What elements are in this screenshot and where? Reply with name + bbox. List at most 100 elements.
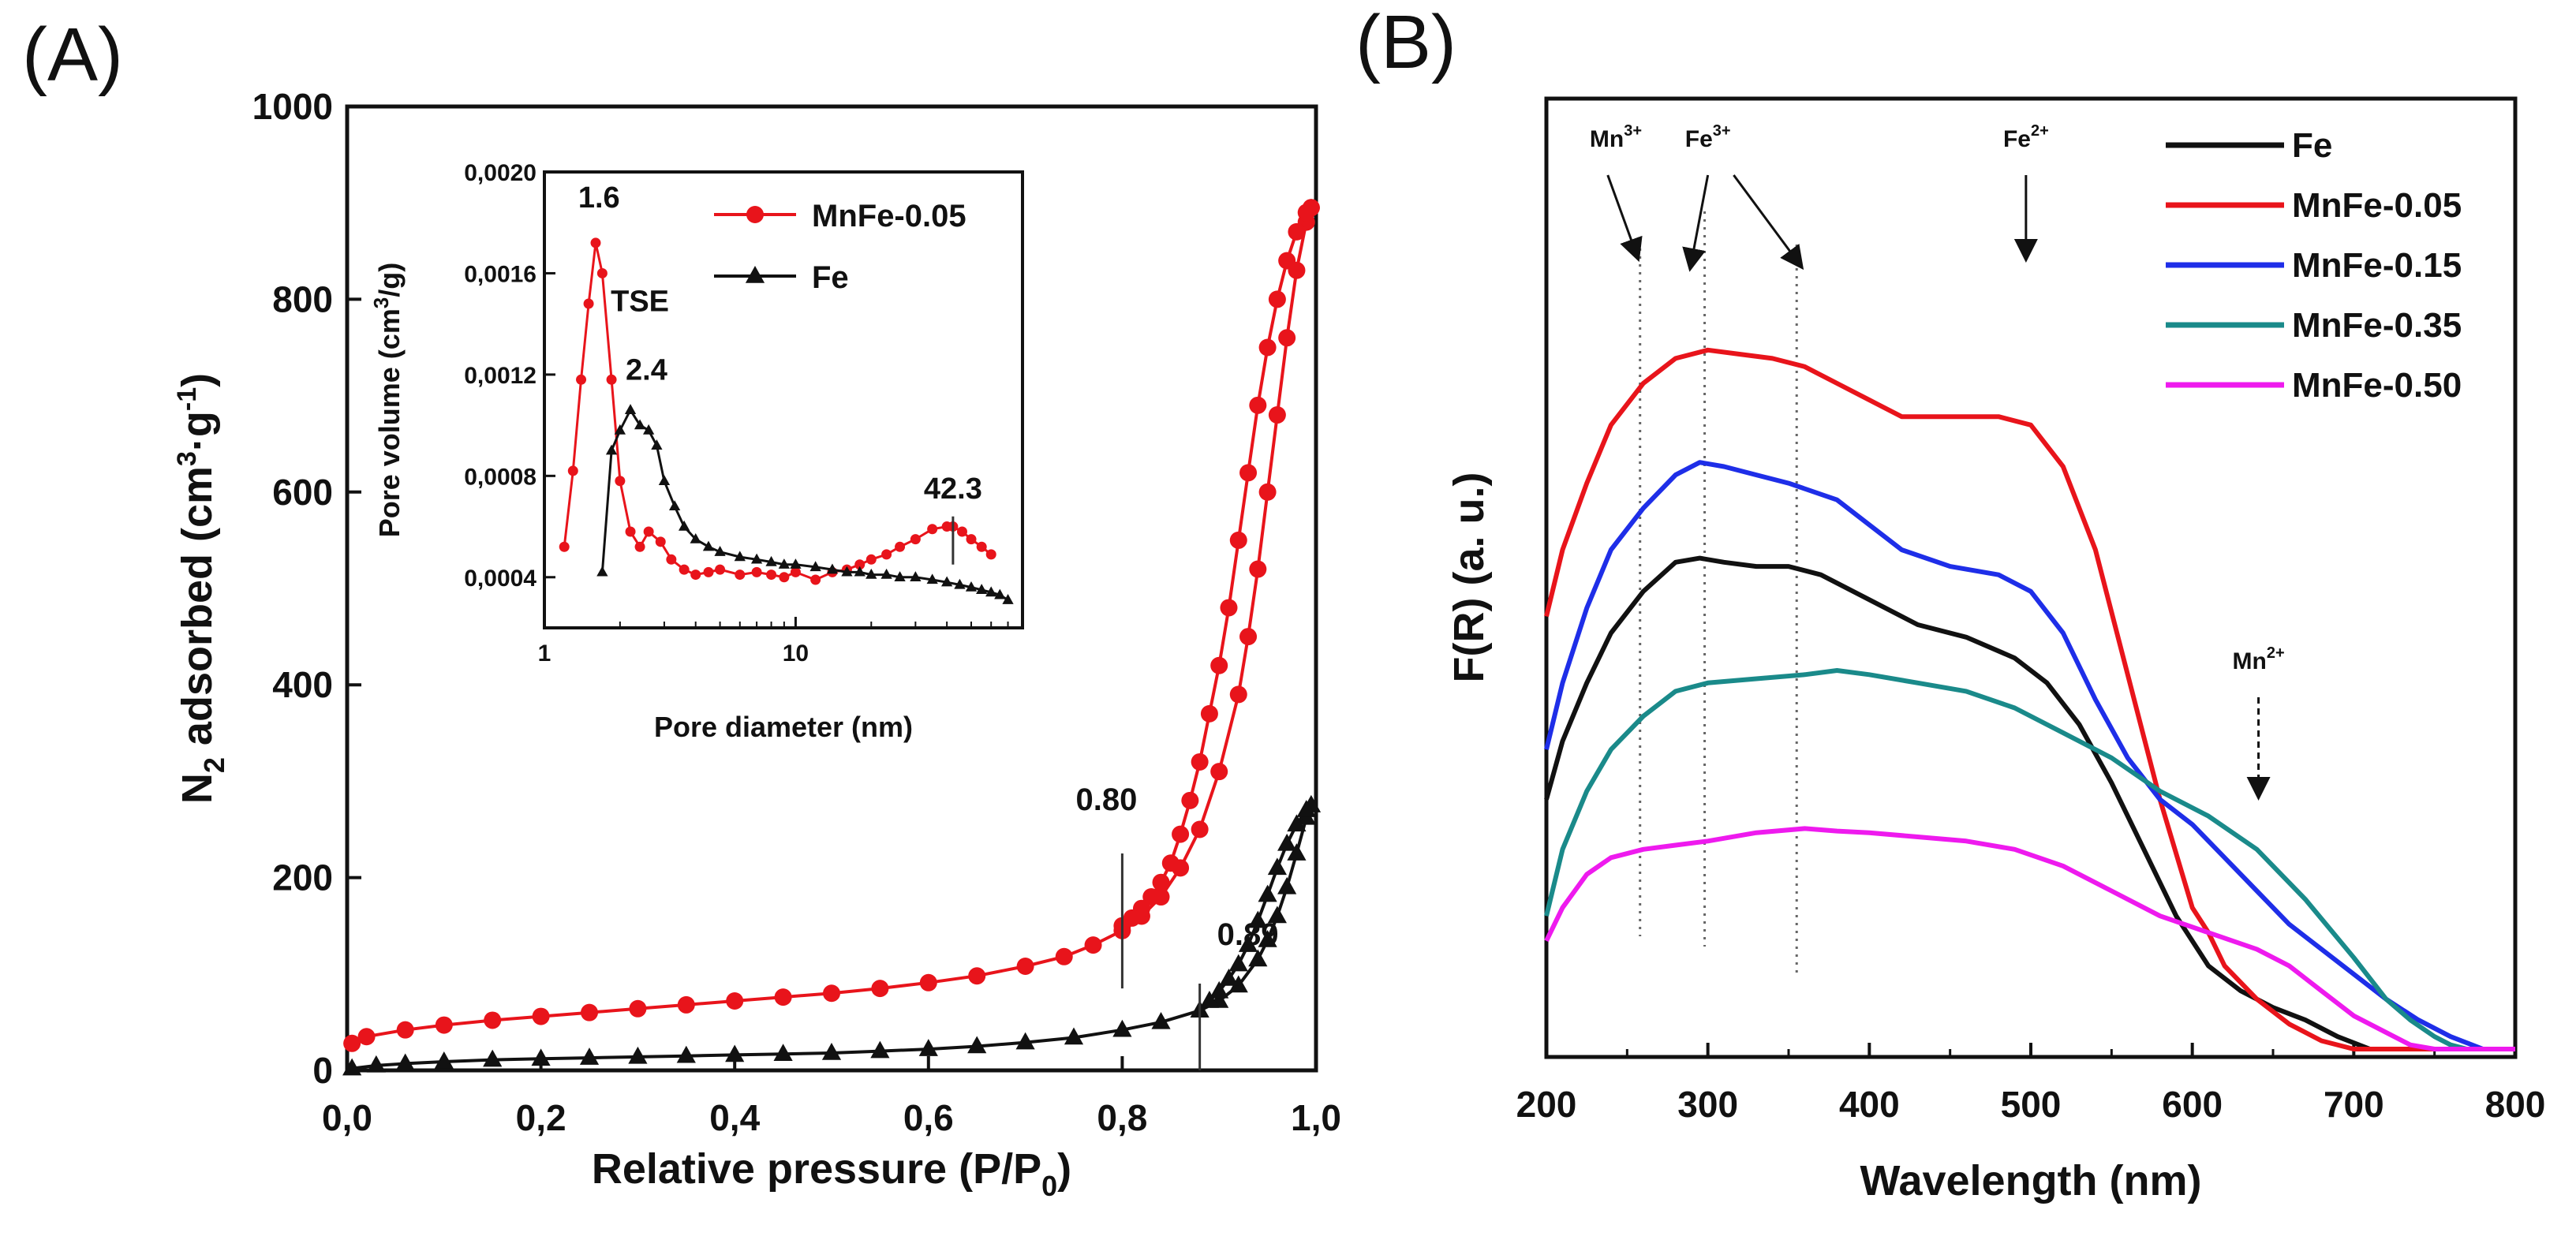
x-tick-label: 800 xyxy=(2485,1084,2546,1125)
inset-data-point xyxy=(881,549,892,560)
inset-data-point xyxy=(750,553,763,564)
panel-a-x-ticks: 0,0 0,2 0,4 0,6 0,8 1,0 xyxy=(322,1056,1341,1138)
inset-data-point xyxy=(894,571,906,581)
inset-data-point xyxy=(678,520,690,531)
inset-data-point xyxy=(927,524,938,535)
inset-data-point xyxy=(765,555,777,566)
data-point xyxy=(1152,873,1170,891)
inset-data-point xyxy=(854,566,866,577)
data-point xyxy=(1258,338,1277,357)
data-point xyxy=(1238,935,1258,952)
legend-label: MnFe-0.05 xyxy=(812,199,966,233)
inset-annotation-label: TSE xyxy=(611,286,669,319)
data-point xyxy=(1200,704,1218,723)
ion-charge: 2+ xyxy=(2267,644,2285,662)
inset-data-point xyxy=(605,444,618,455)
data-point xyxy=(435,1016,453,1034)
ion-symbol: Mn xyxy=(2233,648,2267,674)
data-point xyxy=(823,984,840,1003)
data-point xyxy=(773,1044,793,1062)
data-point xyxy=(1191,752,1209,771)
data-point xyxy=(581,1003,598,1021)
data-point xyxy=(1267,906,1287,924)
ion-arrow xyxy=(1733,174,1804,271)
inset-data-point xyxy=(734,551,746,562)
data-point xyxy=(1258,884,1277,902)
data-point xyxy=(1239,628,1258,646)
data-point xyxy=(1112,1019,1132,1037)
data-point xyxy=(629,999,647,1018)
data-point xyxy=(1064,1027,1084,1045)
inset-data-point xyxy=(642,424,655,435)
y-tick-label: 200 xyxy=(272,857,333,898)
data-point xyxy=(1296,800,1316,817)
inset-data-point xyxy=(651,439,663,450)
data-point xyxy=(1258,930,1277,947)
panel-a-legend: MnFe-0.05 Fe xyxy=(714,199,966,295)
panel-b-x-axis-title: Wavelength (nm) xyxy=(1860,1157,2201,1204)
data-point xyxy=(1268,290,1286,308)
x-tick-label: 500 xyxy=(2001,1084,2062,1125)
data-point xyxy=(1210,763,1228,781)
inset-x-axis-title: Pore diameter (nm) xyxy=(654,711,913,743)
data-point xyxy=(870,1040,890,1059)
inset-y-tick-label: 0,0020 xyxy=(464,160,537,186)
legend-label: MnFe-0.15 xyxy=(2292,246,2462,285)
data-point xyxy=(1228,975,1248,993)
inset-data-point xyxy=(559,541,570,552)
panel-b-x-ticks: 200 300 400 500 600 700 800 xyxy=(1516,1043,2546,1125)
panel-a-y-axis-title: N2 adsorbed (cm3·g-1) xyxy=(172,373,230,804)
panel-a-y-ticks: 0 200 400 600 800 1000 xyxy=(252,86,361,1091)
data-point xyxy=(1220,599,1238,617)
inset-data-point xyxy=(854,559,866,570)
data-point xyxy=(628,1046,648,1064)
series-line-mnfe-0-05 xyxy=(1544,347,2515,1051)
inset-data-point xyxy=(679,564,690,575)
inset-data-point xyxy=(790,566,801,577)
inset-data-point xyxy=(715,564,726,575)
inset-data-point xyxy=(966,534,977,545)
inset-data-point xyxy=(880,568,892,579)
data-point xyxy=(343,1034,361,1052)
inset-data-point xyxy=(866,568,877,579)
data-point xyxy=(395,1053,415,1071)
data-point xyxy=(1288,222,1306,241)
inset-data-point xyxy=(655,536,666,547)
data-point xyxy=(1151,1011,1171,1029)
inset-data-point xyxy=(976,541,987,552)
data-point xyxy=(483,1049,503,1067)
data-point xyxy=(726,992,744,1010)
panel-a-series xyxy=(342,199,1321,1076)
data-point xyxy=(774,988,792,1006)
inset-data-point xyxy=(703,566,714,577)
inset-y-axis-title: Pore volume (cm3/g) xyxy=(369,263,406,538)
inset-data-point xyxy=(976,584,988,595)
ion-symbol: Fe xyxy=(2003,126,2031,152)
inset-data-point xyxy=(809,561,821,572)
inset-data-point xyxy=(590,237,601,248)
data-point xyxy=(366,1055,386,1073)
ion-label: Fe3+ xyxy=(1685,122,1731,152)
data-point xyxy=(1249,560,1267,578)
x-tick-label: 200 xyxy=(1516,1084,1577,1125)
annotation-label: 0.89 xyxy=(1217,917,1279,952)
y-tick-label: 1000 xyxy=(252,86,333,127)
inset-data-point xyxy=(643,526,654,537)
inset-series-line xyxy=(600,407,1009,601)
x-tick-label: 700 xyxy=(2324,1084,2384,1125)
inset-data-point xyxy=(779,572,790,583)
series-line-mnfe-0-50 xyxy=(1544,826,2515,1051)
panel-b-legend: Fe MnFe-0.05 MnFe-0.15 MnFe-0.35 MnFe-0.50 xyxy=(2166,126,2462,405)
x-tick-label: 300 xyxy=(1677,1084,1738,1125)
inset-data-point xyxy=(1002,594,1014,604)
data-point xyxy=(1297,204,1315,222)
data-point xyxy=(1015,1032,1035,1050)
data-point xyxy=(531,1048,551,1066)
legend-label: MnFe-0.05 xyxy=(2292,186,2462,225)
inset-y-ticks: 0,0004 0,0008 0,0012 0,0016 0,0020 xyxy=(464,160,555,592)
panel-b-y-axis-title: F(R) (a. u.) xyxy=(1445,472,1493,683)
data-point xyxy=(919,973,937,991)
x-tick-label: 0,2 xyxy=(516,1097,566,1138)
data-point xyxy=(676,1045,696,1063)
